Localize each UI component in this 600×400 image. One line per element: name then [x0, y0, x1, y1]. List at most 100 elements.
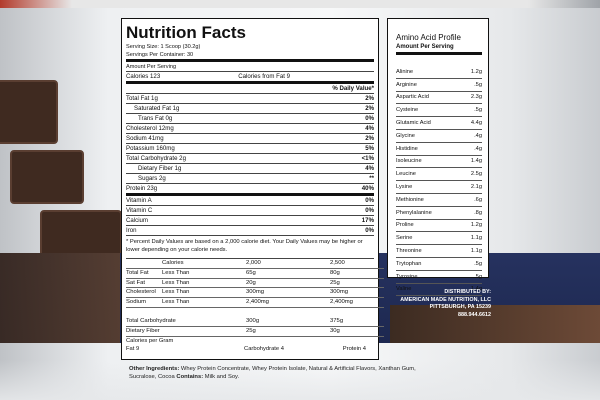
- amino-value: 2.1g: [470, 184, 482, 191]
- amino-name: Leucine: [396, 171, 416, 178]
- amino-row: Valine 1.4g: [396, 284, 482, 297]
- amino-value: 1.1g: [470, 248, 482, 255]
- guide-cell: 300g: [246, 308, 330, 327]
- guide-cell: 30g: [330, 327, 384, 337]
- daily-value-header: % Daily Value*: [126, 84, 374, 95]
- amino-name: Cysteine: [396, 107, 419, 114]
- amino-value: 1.2g: [470, 222, 482, 229]
- amino-row: Serine 1.1g: [396, 232, 482, 246]
- amino-row: Lysine 2.1g: [396, 181, 482, 194]
- amino-row: Histidine .4g: [396, 143, 482, 156]
- nutrient-value: 2%: [365, 135, 374, 143]
- nutrient-row: Calcium 17%: [126, 216, 374, 227]
- amino-value: 2.5g: [470, 171, 482, 178]
- guide-cell: 25g: [330, 279, 384, 289]
- guide-cell: Less Than: [162, 279, 246, 289]
- nutrient-row: Saturated Fat 1g 2%: [126, 104, 374, 115]
- amino-name: Serine: [396, 235, 413, 242]
- nutrient-label: Potassium 160mg: [126, 145, 175, 153]
- daily-guide-table: Calories 2,000 2,500 Total Fat Less Than 65g 8…: [126, 259, 384, 337]
- amino-name: Proline: [396, 222, 414, 229]
- guide-cell: 80g: [330, 269, 384, 279]
- nutrient-label: Vitamin A: [126, 197, 152, 205]
- amino-name: Valine: [396, 286, 412, 293]
- guide-cell: 300mg: [330, 288, 384, 299]
- calories-per-gram: Calories per Gram: [126, 337, 174, 344]
- amino-name: Threonine: [396, 248, 422, 255]
- nutrient-row: Iron 0%: [126, 226, 374, 237]
- amino-row: Threonine 1.1g: [396, 245, 482, 258]
- amino-row: Aspartic Acid 2.3g: [396, 92, 482, 105]
- distributor-info: DISTRIBUTED BY: AMERICAN MADE NUTRITION,…: [400, 289, 491, 318]
- calories-row: Calories 123 Calories from Fat 9: [126, 72, 374, 85]
- guide-cell: 2,500: [330, 259, 384, 269]
- daily-value-footnote: * Percent Daily Values are based on a 2,…: [126, 236, 374, 260]
- amino-row: Methionine .6g: [396, 194, 482, 207]
- nutrient-value: 0%: [365, 227, 374, 235]
- nutrient-label: Total Carbohydrate 2g: [126, 155, 186, 163]
- amino-name: Histidine: [396, 145, 418, 152]
- amino-name: Aspartic Acid: [396, 94, 429, 101]
- amino-row: Arginine .5g: [396, 79, 482, 92]
- amino-value: .5g: [474, 81, 482, 88]
- nutrient-value: 4%: [365, 165, 374, 173]
- guide-cell: 25g: [246, 327, 330, 337]
- tub-top-rim: [0, 0, 600, 8]
- amino-value: .4g: [474, 132, 482, 139]
- nutrient-label: Sodium 41mg: [126, 135, 164, 143]
- amino-name: Arginine: [396, 81, 417, 88]
- amino-value: 2.3g: [470, 94, 482, 101]
- amino-value: 1.4g: [470, 286, 482, 293]
- guide-cell: Total Fat: [126, 269, 162, 279]
- guide-cell: Total Carbohydrate: [126, 308, 176, 327]
- nutrient-value: 2%: [365, 105, 374, 113]
- nutrient-value: 0%: [365, 207, 374, 215]
- nutrient-row: Dietary Fiber 1g 4%: [126, 164, 374, 175]
- guide-cell: 2,000: [246, 259, 330, 269]
- nutrient-label: Vitamin C: [126, 207, 153, 215]
- amino-row: Alinine 1.2g: [396, 66, 482, 79]
- amino-row: Leucine 2.5g: [396, 168, 482, 182]
- nutrient-row: Total Carbohydrate 2g <1%: [126, 154, 374, 165]
- amino-name: Lysine: [396, 184, 413, 191]
- nutrient-label: Dietary Fiber 1g: [138, 165, 182, 173]
- amino-value: 1.4g: [470, 158, 482, 165]
- amino-row: Cysteine .5g: [396, 104, 482, 118]
- amino-row: Phenylalanine .8g: [396, 207, 482, 220]
- servings-per-container: Servings Per Container: 30: [126, 50, 374, 63]
- nutrient-label: Saturated Fat 1g: [134, 105, 180, 113]
- chocolate-band-right: [390, 305, 600, 343]
- nutrient-value: 5%: [365, 145, 374, 153]
- amino-name: Alinine: [396, 68, 414, 75]
- amino-value: .4g: [474, 145, 482, 152]
- amino-name: Phenylalanine: [396, 209, 432, 216]
- guide-cell: 300mg: [246, 288, 330, 299]
- calories: Calories 123: [126, 73, 161, 81]
- bottom-fade: [0, 360, 600, 400]
- guide-cell: 375g: [330, 308, 384, 327]
- nutrient-value: 2%: [365, 95, 374, 103]
- amino-row: Tyrosine .5g: [396, 271, 482, 284]
- nutrient-value: 40%: [361, 185, 374, 193]
- nutrient-value: <1%: [361, 155, 374, 163]
- nutrient-row: Vitamin C 0%: [126, 206, 374, 217]
- guide-cell: Less Than: [162, 269, 246, 279]
- serving-size: Serving Size: 1 Scoop (30.2g): [126, 44, 201, 50]
- guide-cell: [162, 308, 246, 327]
- amino-row: Glycine .4g: [396, 130, 482, 143]
- nutrient-value: **: [369, 175, 374, 183]
- amino-value: .5g: [474, 107, 482, 114]
- guide-cell: [126, 259, 162, 269]
- nutrient-row: Total Fat 1g 2%: [126, 94, 374, 105]
- nutrient-value: 4%: [365, 125, 374, 133]
- amino-value: .8g: [474, 209, 482, 216]
- nutrient-label: Protein 23g: [126, 185, 158, 193]
- amino-value: 1.2g: [470, 68, 482, 75]
- nutrient-label: Calcium: [126, 217, 149, 225]
- ingredients: Other Ingredients: Whey Protein Concentr…: [129, 366, 416, 381]
- nutrient-row: Sodium 41mg 2%: [126, 134, 374, 145]
- amino-name: Isoleucine: [396, 158, 422, 165]
- nutrient-row: Sugars 2g **: [126, 174, 374, 185]
- amino-row: Isoleucine 1.4g: [396, 156, 482, 169]
- nutrition-title: Nutrition Facts: [126, 23, 246, 42]
